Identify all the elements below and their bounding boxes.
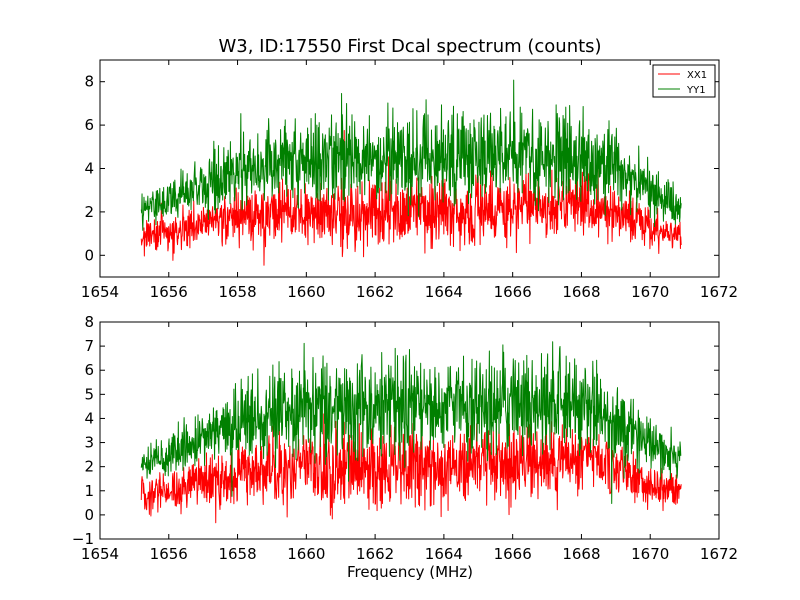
x-tick-label: 1658 [218,283,256,301]
x-tick-label: 1656 [150,545,188,563]
y-tick-label: 4 [84,409,94,427]
y-tick-label: 7 [84,337,94,355]
y-tick-label: 8 [84,313,94,331]
y-tick-label: 0 [84,506,94,524]
x-tick-label: 1670 [631,283,669,301]
x-tick-label: 1658 [218,545,256,563]
series-line-trace-1 [140,413,682,524]
x-tick-label: 1670 [631,545,669,563]
y-tick-label: 4 [84,160,94,178]
y-tick-label: 2 [84,203,94,221]
y-tick-label: −1 [72,530,94,548]
y-tick-label: 0 [84,246,94,264]
x-axis-label: Frequency (MHz) [347,563,473,581]
plot-area [140,341,682,524]
x-tick-label: 1672 [700,283,738,301]
x-tick-label: 1656 [150,283,188,301]
series-line-xx1 [140,130,682,266]
plot-area [140,79,682,266]
x-tick-label: 1666 [494,283,532,301]
legend-box [652,64,716,98]
y-tick-label: 6 [84,361,94,379]
axes-frame [99,321,720,540]
x-tick-label: 1664 [425,283,463,301]
x-tick-label: 1654 [81,545,119,563]
y-tick-label: 1 [84,482,94,500]
x-tick-label: 1668 [562,283,600,301]
x-tick-label: 1654 [81,283,119,301]
x-tick-label: 1672 [700,545,738,563]
legend-label-xx1: XX1 [687,70,707,81]
x-tick-label: 1660 [287,283,325,301]
series-line-yy1 [140,79,682,231]
y-tick-label: 8 [84,73,94,91]
x-tick-label: 1664 [425,545,463,563]
x-tick-label: 1662 [356,283,394,301]
y-tick-label: 6 [84,116,94,134]
bottom-spectrum-panel: 1654 1656 1658 1660 1662 1664 1666 1668 1670 1672… [72,313,738,563]
y-tick-label: 2 [84,458,94,476]
chart-title: W3, ID:17550 First Dcal spectrum (counts… [218,36,601,57]
x-tick-label: 1660 [287,545,325,563]
series-line-trace-2 [140,341,682,504]
legend-label-yy1: YY1 [686,85,706,96]
y-tick-label: 3 [84,434,94,452]
y-tick-label: 5 [84,385,94,403]
x-tick-label: 1668 [562,545,600,563]
x-tick-label: 1662 [356,545,394,563]
x-tick-label: 1666 [494,545,532,563]
top-spectrum-panel: 1654 1656 1658 1660 1662 1664 1666 1668 1670 1672… [81,59,738,301]
